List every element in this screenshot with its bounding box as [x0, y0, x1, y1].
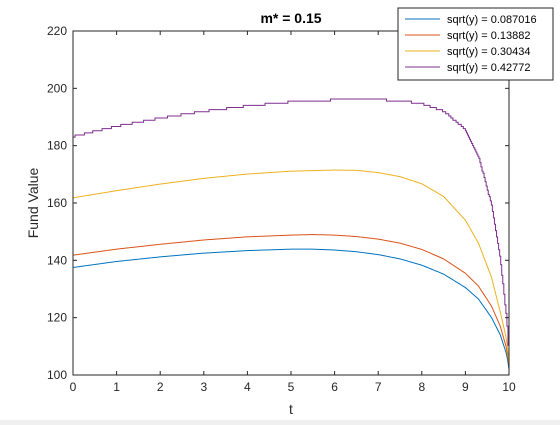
x-axis: 0 1 2 3 4 5 6 7 8 9 10	[70, 31, 516, 394]
legend[interactable]: sqrt(y) = 0.087016 sqrt(y) = 0.13882 sqrt(…	[397, 7, 554, 81]
legend-items: sqrt(y) = 0.087016 sqrt(y) = 0.13882 sqrt(…	[405, 14, 537, 74]
series-line-3	[73, 98, 510, 365]
series-line-0	[72, 248, 510, 370]
y-tick-label: 200	[47, 81, 67, 95]
y-tick-label: 140	[47, 253, 67, 267]
y-tick-label: 100	[47, 368, 67, 382]
x-tick-label: 1	[113, 380, 120, 394]
x-tick-label: 6	[331, 380, 338, 394]
y-axis-label: Fund Value	[25, 168, 41, 239]
x-tick-label: 8	[418, 380, 425, 394]
x-tick-label: 0	[70, 380, 77, 394]
legend-entry: sqrt(y) = 0.42772	[447, 62, 530, 74]
legend-entry: sqrt(y) = 0.30434	[447, 46, 530, 58]
y-tick-label: 180	[47, 139, 67, 153]
x-tick-label: 3	[200, 380, 207, 394]
series-line-1	[72, 234, 510, 367]
x-tick-label: 2	[157, 380, 164, 394]
series-line-2	[72, 169, 510, 364]
y-axis: 100 120 140 160 180 200 220	[47, 24, 509, 382]
legend-entry: sqrt(y) = 0.13882	[447, 30, 530, 42]
x-tick-label: 9	[462, 380, 469, 394]
y-tick-label: 220	[47, 24, 67, 38]
x-tick-label: 10	[502, 380, 516, 394]
legend-entry: sqrt(y) = 0.087016	[447, 14, 537, 26]
chart-title: m* = 0.15	[260, 10, 321, 26]
y-tick-label: 160	[47, 196, 67, 210]
x-tick-label: 5	[288, 380, 295, 394]
series-layer	[72, 98, 510, 370]
legend-box	[397, 7, 554, 81]
x-axis-label: t	[289, 401, 293, 417]
plot-area	[73, 31, 509, 375]
y-tick-label: 120	[47, 311, 67, 325]
x-tick-label: 4	[244, 380, 251, 394]
x-tick-label: 7	[375, 380, 382, 394]
